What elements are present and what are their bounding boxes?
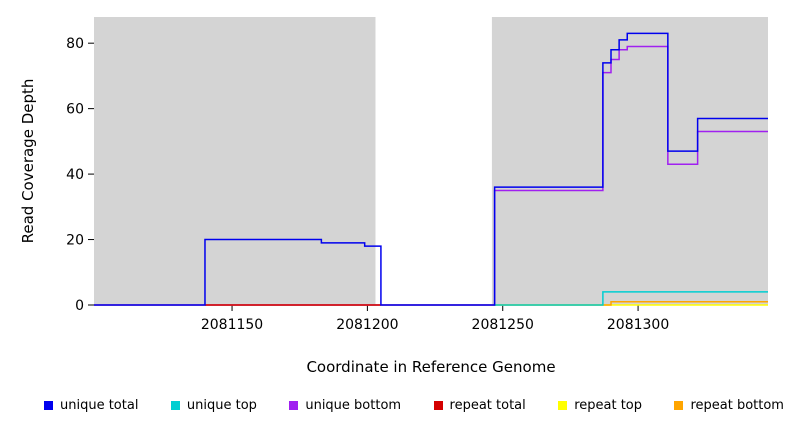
x-tick-label: 2081200 [336,317,398,333]
legend-item-repeat-bottom: repeat bottom [674,398,784,413]
y-tick-label: 20 [66,233,84,249]
legend-label: repeat total [449,398,526,413]
x-tick-label: 2081150 [201,317,263,333]
x-tick-label: 2081300 [607,317,669,333]
legend-swatch [289,401,299,410]
legend-swatch [558,401,568,410]
y-axis-title: Read Coverage Depth [19,78,37,244]
series-unique-total [94,32,768,306]
legend-item-unique-top: unique top [170,398,257,413]
legend-item-repeat-total: repeat total [433,398,526,413]
legend-label: unique total [60,398,139,413]
y-tick-label: 0 [75,298,84,314]
x-tick-label: 2081250 [472,317,534,333]
legend-label: repeat bottom [690,398,784,413]
legend-label: unique bottom [305,398,402,413]
legend-item-unique-total: unique total [44,398,138,413]
no-data-band [375,17,492,305]
legend-label: unique top [186,398,257,413]
legend: unique total unique top unique bottom repea… [44,398,784,413]
y-tick-label: 60 [66,102,84,118]
legend-label: repeat top [574,398,642,413]
legend-swatch [674,401,684,410]
y-tick-label: 80 [66,36,84,52]
legend-swatch [433,401,443,410]
legend-swatch [170,401,180,410]
coverage-plot: 2081150 2081200 2081250 2081300 0 20 40 60 80 [66,17,768,333]
legend-item-unique-bottom: unique bottom [289,398,401,413]
y-tick-label: 40 [66,167,84,183]
legend-swatch [44,401,53,410]
legend-item-repeat-top: repeat top [558,398,642,413]
series-unique-top [494,291,768,306]
x-axis-title: Coordinate in Reference Genome [306,358,556,376]
series-unique-bottom [94,45,768,306]
